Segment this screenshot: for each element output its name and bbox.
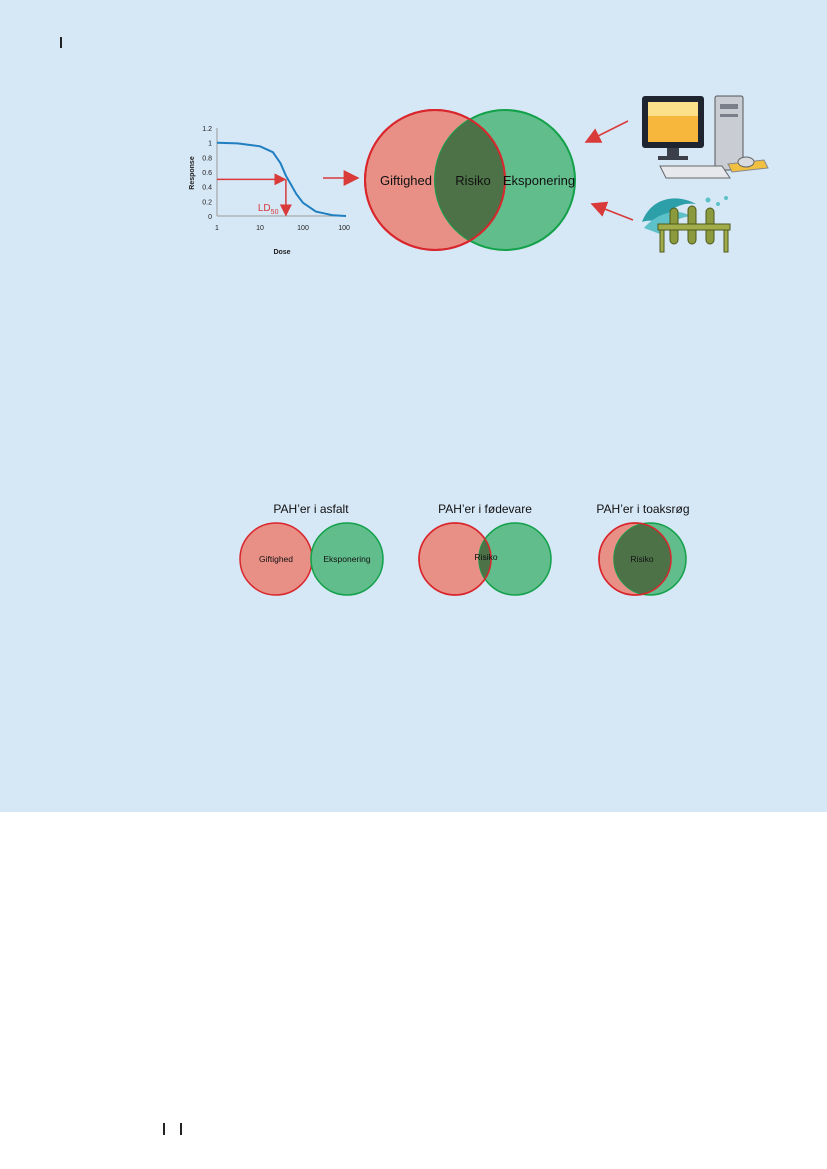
venn-title-food: PAH’er i fødevare (438, 502, 532, 516)
page-marker (60, 37, 62, 48)
food-risk-label: Risiko (474, 552, 497, 562)
x-axis-label: Dose (273, 249, 290, 256)
footer-marker-left (163, 1123, 165, 1135)
toxicity-label: Giftighed (380, 173, 432, 188)
test-tubes-icon (642, 196, 731, 253)
y-tick-label: 0.2 (202, 199, 212, 206)
asphalt-exposure-circle (310, 522, 384, 596)
computer-arrow (584, 120, 629, 143)
chemical-arrow (590, 201, 634, 221)
asphalt-exposure-label: Eksponering (323, 554, 371, 564)
x-tick-label: 1 (215, 225, 219, 232)
main-venn: Giftighed Risiko Eksponering (323, 109, 634, 251)
y-tick-label: 0 (208, 214, 212, 221)
y-tick-label: 0.8 (202, 155, 212, 162)
dose-response-chart: 0 0.2 0.4 0.6 0.8 1 1.2 1 10 100 1000 LD50 Dose R… (189, 126, 350, 256)
x-tick-label: 100 (297, 225, 309, 232)
risk-overlap (435, 110, 505, 250)
small-venns: PAH’er i asfalt Giftighed Eksponering PA… (239, 502, 690, 596)
response-curve (216, 141, 347, 217)
exposure-label: Eksponering (503, 173, 575, 188)
computer-icon (642, 95, 769, 179)
risk-label: Risiko (455, 173, 490, 188)
footer-marker-right (180, 1123, 182, 1135)
x-tick-label: 1000 (338, 225, 350, 232)
asphalt-toxicity-label: Giftighed (259, 554, 293, 564)
y-tick-label: 1.2 (202, 126, 212, 133)
venn-title-smoke: PAH’er i toaksrøg (596, 502, 689, 516)
y-tick-label: 0.6 (202, 170, 212, 177)
ld50-label: LD50 (258, 203, 279, 216)
y-tick-label: 0.4 (202, 185, 212, 192)
y-axis-label: Response (189, 156, 196, 190)
smoke-risk-label: Risiko (630, 554, 653, 564)
x-tick-label: 10 (256, 225, 264, 232)
diagram-panel: 0 0.2 0.4 0.6 0.8 1 1.2 1 10 100 1000 LD50 Dose R… (0, 0, 827, 812)
y-tick-label: 1 (208, 141, 212, 148)
venn-title-asphalt: PAH’er i asfalt (273, 502, 349, 516)
